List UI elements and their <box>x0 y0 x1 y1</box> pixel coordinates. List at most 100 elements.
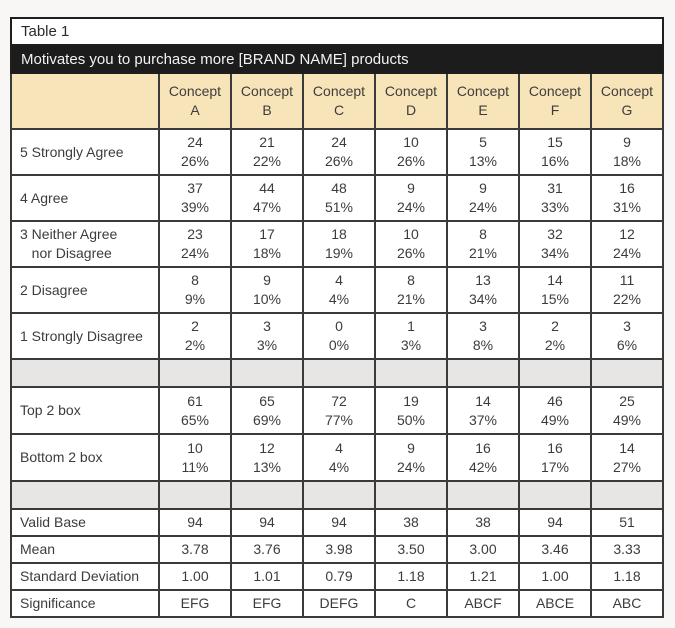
data-cell: 65 69% <box>230 386 304 435</box>
spacer-cell <box>302 358 376 388</box>
table-title: Table 1 <box>10 17 664 46</box>
data-cell: 8 21% <box>374 266 448 314</box>
data-cell: 8 21% <box>446 220 520 268</box>
data-cell: 48 51% <box>302 174 376 222</box>
data-cell: 51 <box>590 508 664 537</box>
data-cell: C <box>374 589 448 618</box>
data-cell: 31 33% <box>518 174 592 222</box>
data-cell: 16 31% <box>590 174 664 222</box>
row-label: Mean <box>10 535 160 564</box>
data-cell: 1.18 <box>374 562 448 591</box>
data-cell: 18 19% <box>302 220 376 268</box>
concept-column-header: Concept F <box>518 72 592 130</box>
spacer-row <box>10 480 664 510</box>
concept-column-header: Concept D <box>374 72 448 130</box>
data-cell: ABCE <box>518 589 592 618</box>
row-label: 5 Strongly Agree <box>10 128 160 176</box>
data-cell: 5 13% <box>446 128 520 176</box>
data-cell: 19 50% <box>374 386 448 435</box>
table-row: Standard Deviation 1.00 1.01 0.79 1.18 1.21 1.… <box>10 562 664 591</box>
data-cell: 14 15% <box>518 266 592 314</box>
table-row: Significance EFG EFG DEFG C ABCF ABCE ABC <box>10 589 664 618</box>
data-cell: 32 34% <box>518 220 592 268</box>
table-row: 3 Neither Agree nor Disagree 23 24% 17 18%… <box>10 220 664 268</box>
table-row: 4 Agree 37 39% 44 47% 48 51% 9 24% 9 24% 31 33… <box>10 174 664 222</box>
table-row: Bottom 2 box 10 11% 12 13% 4 4% 9 24% 16 42% 1… <box>10 433 664 482</box>
concept-column-header: Concept B <box>230 72 304 130</box>
data-cell: 13 34% <box>446 266 520 314</box>
spacer-cell <box>590 358 664 388</box>
data-cell: 72 77% <box>302 386 376 435</box>
data-cell: 24 26% <box>302 128 376 176</box>
data-cell: 3.76 <box>230 535 304 564</box>
data-cell: 9 10% <box>230 266 304 314</box>
row-label: Standard Deviation <box>10 562 160 591</box>
question-banner: Motivates you to purchase more [BRAND NA… <box>10 44 664 74</box>
data-cell: 14 37% <box>446 386 520 435</box>
spacer-cell <box>10 480 160 510</box>
question-banner-row: Motivates you to purchase more [BRAND NA… <box>10 44 664 74</box>
data-cell: 10 26% <box>374 128 448 176</box>
data-cell: DEFG <box>302 589 376 618</box>
data-cell: 23 24% <box>158 220 232 268</box>
data-cell: 17 18% <box>230 220 304 268</box>
data-cell: 10 11% <box>158 433 232 482</box>
concept-header-row: Concept A Concept B Concept C Concept D Conc… <box>10 72 664 130</box>
data-cell: 94 <box>302 508 376 537</box>
data-cell: 3.00 <box>446 535 520 564</box>
spacer-cell <box>230 480 304 510</box>
data-cell: 25 49% <box>590 386 664 435</box>
data-cell: 44 47% <box>230 174 304 222</box>
spacer-cell <box>518 480 592 510</box>
table-row: Mean 3.78 3.76 3.98 3.50 3.00 3.46 3.33 <box>10 535 664 564</box>
row-label: 2 Disagree <box>10 266 160 314</box>
concept-column-header: Concept E <box>446 72 520 130</box>
table-title-row: Table 1 <box>10 17 664 46</box>
row-label: Valid Base <box>10 508 160 537</box>
data-cell: 94 <box>518 508 592 537</box>
spacer-cell <box>302 480 376 510</box>
data-cell: 4 4% <box>302 433 376 482</box>
data-cell: 12 24% <box>590 220 664 268</box>
data-cell: 3 3% <box>230 312 304 360</box>
data-cell: 61 65% <box>158 386 232 435</box>
data-cell: 1 3% <box>374 312 448 360</box>
data-cell: 9 24% <box>374 433 448 482</box>
row-label: 1 Strongly Disagree <box>10 312 160 360</box>
spacer-cell <box>518 358 592 388</box>
data-cell: 0 0% <box>302 312 376 360</box>
spacer-cell <box>158 358 232 388</box>
data-cell: 10 26% <box>374 220 448 268</box>
data-cell: 24 26% <box>158 128 232 176</box>
data-cell: 94 <box>230 508 304 537</box>
data-cell: EFG <box>230 589 304 618</box>
row-label: Bottom 2 box <box>10 433 160 482</box>
spacer-cell <box>230 358 304 388</box>
data-cell: 3.46 <box>518 535 592 564</box>
results-table: Table 1 Motivates you to purchase more [… <box>10 17 664 618</box>
data-cell: 9 24% <box>446 174 520 222</box>
data-cell: 0.79 <box>302 562 376 591</box>
data-cell: 1.18 <box>590 562 664 591</box>
table-row: 5 Strongly Agree 24 26% 21 22% 24 26% 10 26%… <box>10 128 664 176</box>
row-label: 4 Agree <box>10 174 160 222</box>
data-cell: 16 42% <box>446 433 520 482</box>
data-cell: 3.78 <box>158 535 232 564</box>
data-cell: 3 8% <box>446 312 520 360</box>
row-label: 3 Neither Agree nor Disagree <box>10 220 160 268</box>
data-cell: 2 2% <box>158 312 232 360</box>
data-cell: 9 24% <box>374 174 448 222</box>
data-cell: ABCF <box>446 589 520 618</box>
data-cell: 38 <box>374 508 448 537</box>
data-cell: 15 16% <box>518 128 592 176</box>
spacer-cell <box>374 480 448 510</box>
data-cell: 3.50 <box>374 535 448 564</box>
table-row: Valid Base 94 94 94 38 38 94 51 <box>10 508 664 537</box>
data-cell: 21 22% <box>230 128 304 176</box>
concept-column-header: Concept C <box>302 72 376 130</box>
data-cell: 12 13% <box>230 433 304 482</box>
table-row: 2 Disagree 8 9% 9 10% 4 4% 8 21% 13 34% 14 15%… <box>10 266 664 314</box>
table-row: 1 Strongly Disagree 2 2% 3 3% 0 0% 1 3% 3 8% 2… <box>10 312 664 360</box>
data-cell: 4 4% <box>302 266 376 314</box>
